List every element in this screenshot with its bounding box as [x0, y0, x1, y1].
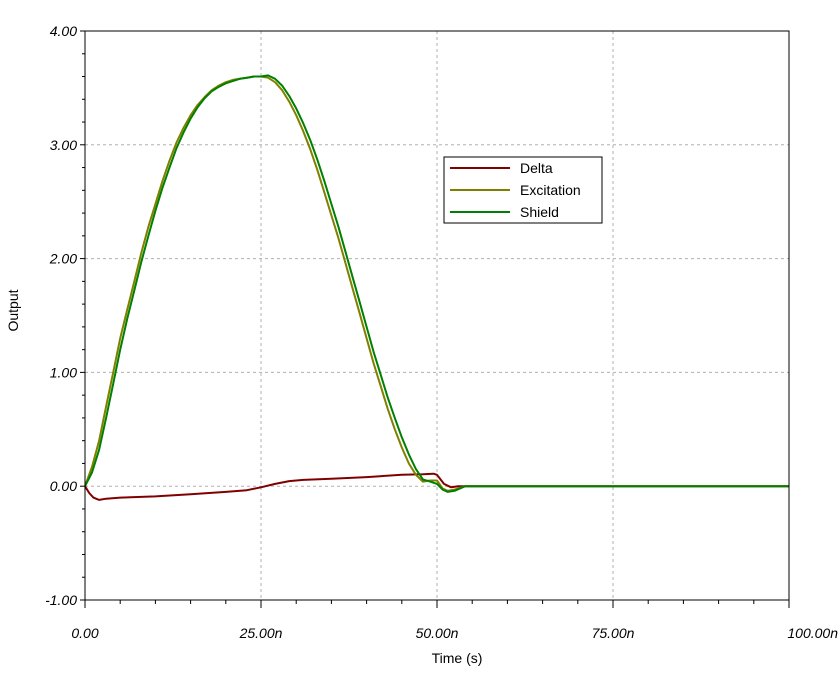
y-axis-label: Output	[5, 289, 21, 331]
x-axis-label: Time (s)	[432, 650, 483, 666]
x-tick-labels: 0.00 25.00n 50.00n 75.00n 100.00n	[71, 625, 838, 641]
y-tick-label: 1.00	[50, 364, 77, 380]
y-tick-label: -1.00	[45, 592, 77, 608]
series-line-delta	[84, 472, 789, 501]
x-tick-label: 0.00	[71, 625, 98, 641]
legend-label-delta: Delta	[520, 160, 553, 176]
legend: Delta Excitation Shield	[443, 156, 603, 224]
y-tick-label: 2.00	[49, 251, 77, 267]
legend-label-excitation: Excitation	[520, 182, 581, 198]
y-tick-label: 0.00	[50, 478, 77, 494]
y-tick-label: 4.00	[50, 23, 77, 39]
x-tick-label: 25.00n	[239, 625, 283, 641]
grid-lines	[85, 31, 789, 600]
plot-frame	[84, 30, 790, 601]
series-layer	[84, 74, 789, 501]
x-tick-label: 50.00n	[416, 625, 459, 641]
x-tick-label: 100.00n	[787, 625, 838, 641]
y-tick-label: 3.00	[50, 137, 77, 153]
series-line-excitation	[84, 75, 789, 492]
y-tick-labels: -1.00 0.00 1.00 2.00 3.00 4.00	[45, 23, 77, 608]
x-tick-label: 75.00n	[592, 625, 635, 641]
series-line-shield	[84, 74, 789, 493]
legend-label-shield: Shield	[520, 204, 559, 220]
